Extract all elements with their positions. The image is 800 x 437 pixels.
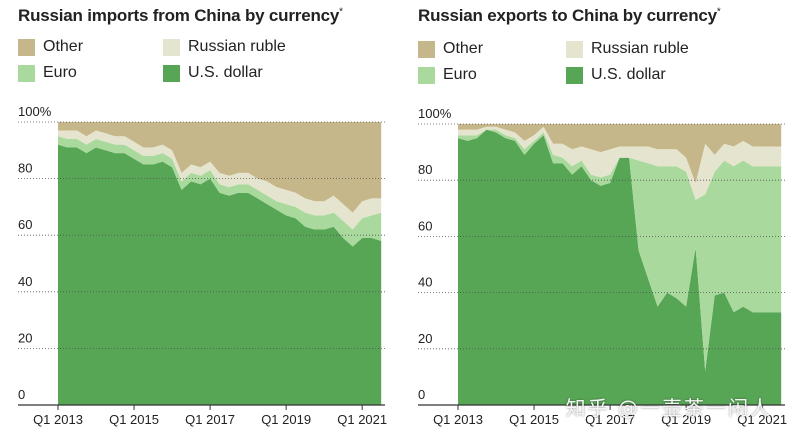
area-series-euro [458,129,782,372]
exports-area-chart: 0 20 40 60 80 100% Q1 2013 Q1 2015 Q1 2017 Q1 201… [418,106,787,427]
legend-item-other: Other [18,38,83,56]
legend-item-other: Other [418,40,483,58]
y-tick-label: 60 [418,218,432,233]
y-tick-label: 0 [418,387,425,402]
x-tick-label: Q1 2021 [737,412,787,427]
x-tick-label: Q1 2019 [661,412,711,427]
legend-item-euro: Euro [418,66,477,84]
legend-label-euro: Euro [43,64,77,81]
x-tick-label: Q1 2015 [509,412,559,427]
y-tick-label: 20 [18,330,32,345]
legend-label-other: Other [43,38,84,55]
x-tick-label: Q1 2013 [433,412,483,427]
y-tick-label: 20 [418,331,432,346]
legend-item-russian-ruble: Russian ruble [163,38,286,56]
x-tick-label: Q1 2015 [109,412,159,427]
exports-chart-title: Russian exports to China by currency* [418,6,721,25]
legend-label-other: Other [443,40,484,57]
y-tick-label: 80 [418,162,432,177]
legend-item-euro: Euro [18,64,77,82]
legend-swatch-other [418,40,435,58]
legend-label-russian-ruble: Russian ruble [591,40,689,57]
imports-chart-title: Russian imports from China by currency* [18,6,343,25]
y-tick-label: 80 [18,161,32,176]
y-tick-label: 100% [18,104,52,119]
legend-item-us-dollar: U.S. dollar [566,66,666,84]
legend-swatch-other [18,38,35,56]
area-series-russian-ruble [58,130,382,230]
legend-swatch-us-dollar [163,64,180,82]
watermark-text: 知乎 @一壶茶一闲人 [565,396,772,420]
imports-chart-legend: Other Russian ruble Euro U.S. dollar [18,38,398,88]
legend-swatch-euro [18,64,35,82]
legend-label-us-dollar: U.S. dollar [591,66,666,83]
legend-item-us-dollar: U.S. dollar [163,64,263,82]
x-tick-label: Q1 2013 [33,412,83,427]
y-tick-label: 100% [418,106,452,121]
y-tick-label: 40 [18,274,32,289]
x-tick-label: Q1 2017 [585,412,635,427]
legend-label-euro: Euro [443,66,477,83]
imports-area-chart: 0 20 40 60 80 100% Q1 2013 Q1 2015 Q1 2017 Q1 201… [18,104,387,427]
legend-label-us-dollar: U.S. dollar [188,64,263,81]
area-series-other [58,122,382,213]
area-series-us-dollar [458,129,782,405]
legend-swatch-russian-ruble [566,40,583,58]
y-tick-label: 60 [18,217,32,232]
imports-chart-panel: Russian imports from China by currency* … [18,6,398,427]
legend-label-russian-ruble: Russian ruble [188,38,286,55]
area-series-euro [58,136,382,247]
area-series-russian-ruble [458,126,782,200]
legend-swatch-us-dollar [566,66,583,84]
x-tick-label: Q1 2019 [261,412,311,427]
legend-swatch-euro [418,66,435,84]
y-tick-label: 40 [418,275,432,290]
area-series-other [458,124,782,183]
legend-item-russian-ruble: Russian ruble [566,40,689,58]
exports-chart-panel: Russian exports to China by currency* Ot… [408,0,800,437]
y-tick-label: 0 [18,387,25,402]
exports-chart-legend: Other Russian ruble Euro U.S. dollar [418,38,798,88]
x-tick-label: Q1 2017 [185,412,235,427]
area-series-us-dollar [58,144,382,405]
legend-swatch-russian-ruble [163,38,180,56]
x-tick-label: Q1 2021 [337,412,387,427]
